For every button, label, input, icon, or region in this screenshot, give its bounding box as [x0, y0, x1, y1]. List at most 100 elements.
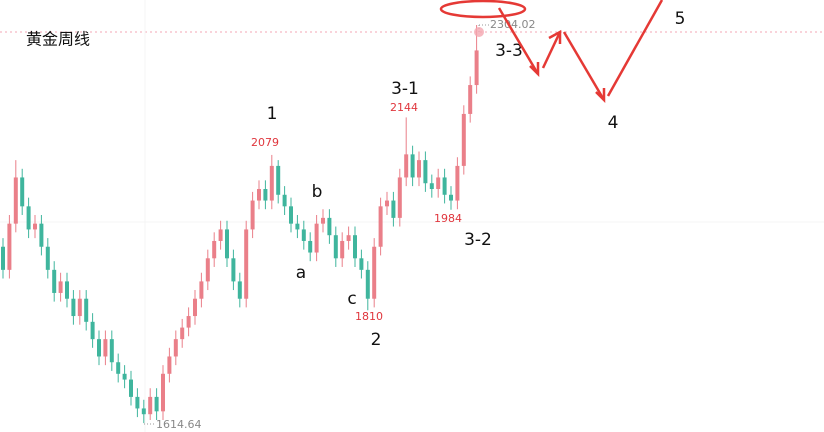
candle-body: [353, 235, 357, 259]
arrow-head: [548, 29, 562, 44]
candle-body: [257, 189, 261, 201]
candle-body: [13, 177, 18, 224]
candle-body: [167, 356, 172, 374]
candle-body: [269, 165, 274, 201]
candle-body: [205, 258, 210, 282]
candle-body: [250, 200, 255, 230]
candle-body: [404, 154, 409, 178]
candle-body: [212, 240, 217, 259]
candle-body: [65, 281, 69, 299]
current-dot: [474, 27, 484, 37]
candle-body: [474, 50, 479, 86]
candle-body: [372, 246, 377, 299]
candle-body: [289, 206, 293, 224]
wave-label: 3-3: [495, 41, 523, 61]
forecast-path: [497, 0, 664, 104]
chart-title: 黄金周线: [26, 30, 90, 49]
candle-body: [148, 396, 153, 415]
forecast-arrow: [606, 0, 664, 97]
candle-body: [39, 223, 44, 247]
wave-label: c: [347, 289, 356, 309]
candle-body: [449, 194, 453, 201]
candle-body: [378, 206, 383, 247]
candle-body: [282, 194, 287, 207]
candle-body: [385, 200, 389, 207]
candle-body: [97, 339, 101, 357]
candle-body: [103, 339, 108, 357]
candle-body: [116, 362, 121, 374]
candle-body: [26, 206, 31, 230]
candles: [1, 24, 479, 424]
candle-body: [20, 177, 25, 207]
highlight-ellipse: [439, 0, 527, 19]
price-label: 2144: [390, 101, 418, 114]
candle-body: [173, 339, 178, 357]
candle-body: [237, 281, 242, 299]
candle-body: [417, 160, 421, 178]
candle-body: [109, 339, 114, 363]
candle-body: [346, 235, 351, 241]
candle-body: [436, 177, 441, 190]
candle-body: [58, 281, 63, 293]
candle-body: [340, 240, 345, 259]
candle-body: [442, 177, 447, 195]
candle-body: [231, 258, 236, 282]
forecast-arrow: [497, 7, 540, 75]
candle-body: [295, 223, 300, 230]
candle-body: [52, 269, 57, 293]
candle-body: [263, 189, 268, 201]
candle-body: [186, 316, 191, 328]
candle-body: [90, 321, 95, 340]
candle-body: [391, 200, 396, 218]
candle-body: [327, 217, 332, 236]
candle-body: [33, 223, 37, 230]
candle-body: [141, 408, 146, 415]
candle-body: [193, 298, 197, 317]
candle-body: [77, 298, 82, 317]
candle-body: [301, 229, 306, 241]
candle-body: [45, 246, 50, 270]
candle-body: [199, 281, 204, 299]
arrow-head: [595, 88, 606, 104]
forecast-arrow: [562, 31, 606, 101]
candle-body: [333, 235, 338, 259]
candle-body: [1, 246, 5, 270]
candle-body: [410, 154, 415, 178]
forecast-arrow: [541, 31, 562, 69]
min-label: 1614.64: [156, 418, 202, 431]
price-label: 1810: [355, 310, 383, 323]
candle-body: [180, 327, 185, 340]
candle-body: [365, 269, 370, 299]
candle-body: [71, 298, 76, 317]
wave-label: 3-2: [464, 230, 492, 250]
candle-body: [154, 396, 159, 412]
price-label: 2079: [251, 136, 279, 149]
wave-label: b: [312, 182, 323, 202]
candle-body: [84, 298, 89, 322]
wave-label: 5: [675, 9, 686, 29]
price-label: 1984: [434, 212, 462, 225]
candle-body: [397, 177, 402, 218]
wave-label: 3-1: [391, 79, 419, 99]
candle-body: [7, 223, 12, 270]
candle-body: [359, 258, 364, 270]
candle-body: [308, 240, 313, 253]
candle-body: [321, 217, 325, 224]
candle-body: [218, 229, 223, 241]
candle-body: [122, 373, 127, 380]
arrow-head: [529, 62, 540, 78]
candle-body: [225, 229, 229, 259]
max-label: 2304.02: [490, 18, 536, 31]
candle-body: [314, 223, 319, 253]
candle-body: [455, 165, 460, 201]
wave-label: 4: [608, 113, 619, 133]
candle-body: [129, 379, 133, 397]
candle-body: [276, 165, 281, 195]
candle-body: [461, 113, 466, 166]
candle-body: [429, 183, 434, 190]
candle-body: [135, 396, 140, 409]
wave-label: 1: [267, 104, 278, 124]
wave-label: a: [296, 263, 306, 283]
candle-body: [423, 160, 428, 184]
